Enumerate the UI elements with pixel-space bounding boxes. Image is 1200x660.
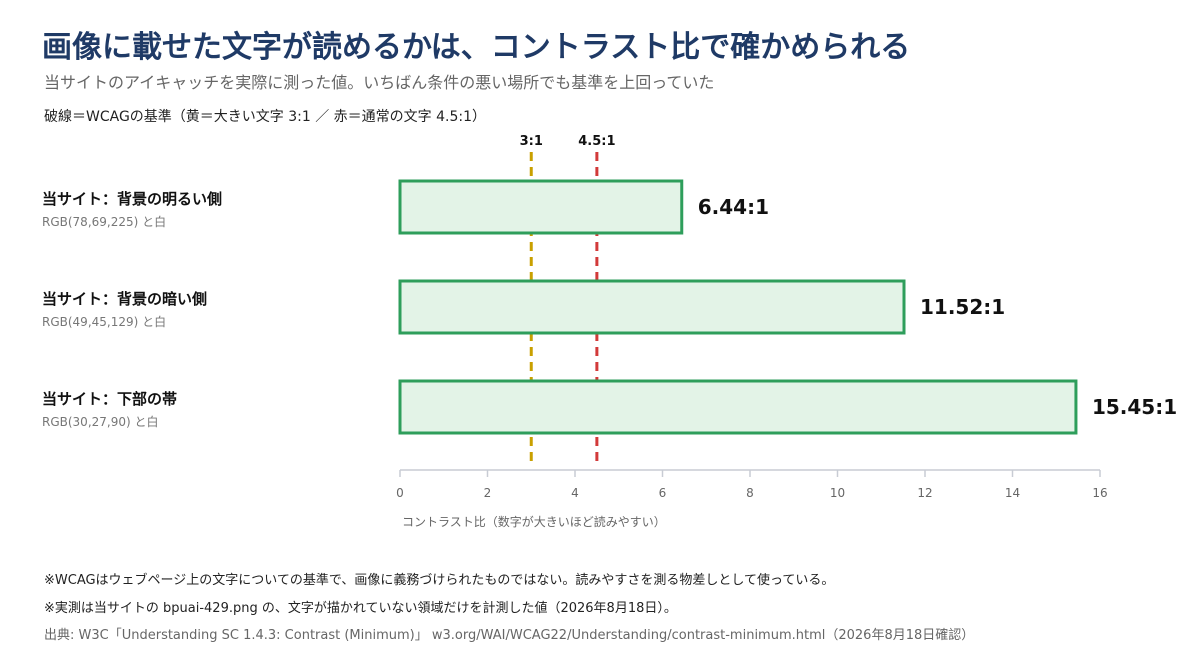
x-tick-label: 12 [917, 486, 932, 500]
category-name: 当サイト：背景の暗い側 [42, 290, 208, 308]
data-label: 11.52:1 [920, 295, 1005, 319]
x-tick-label: 2 [484, 486, 492, 500]
category-label: 当サイト：背景の明るい側 RGB(78,69,225) と白 [42, 188, 222, 230]
x-tick-label: 0 [396, 486, 404, 500]
bar-chart: 3:1 4.5:1 6.44:1 11.52:1 15.45:1 0 2 4 6 8 10 12 14 1… [396, 134, 1177, 529]
data-label: 6.44:1 [698, 195, 769, 219]
x-tick-label: 16 [1092, 486, 1107, 500]
bar [398, 179, 684, 235]
x-tick-label: 8 [746, 486, 754, 500]
chart-subtitle: 当サイトのアイキャッチを実際に測った値。いちばん条件の悪い場所でも基準を上回って… [44, 73, 715, 92]
category-label: 当サイト：下部の帯 RGB(30,27,90) と白 [42, 388, 177, 430]
bar [398, 379, 1078, 435]
category-detail: RGB(78,69,225) と白 [42, 215, 167, 229]
source-note: 出典: W3C「Understanding SC 1.4.3: Contrast… [44, 628, 975, 643]
category-detail: RGB(30,27,90) と白 [42, 415, 159, 429]
reference-line-label: 3:1 [520, 134, 543, 149]
category-label: 当サイト：背景の暗い側 RGB(49,45,129) と白 [42, 288, 207, 330]
category-detail: RGB(49,45,129) と白 [42, 315, 167, 329]
x-tick-label: 10 [830, 486, 845, 500]
footnote: ※WCAGはウェブページ上の文字についての基準で、画像に義務づけられたものではな… [44, 573, 835, 588]
chart-title: 画像に載せた文字が読めるかは、コントラスト比で確かめられる [42, 30, 911, 65]
x-tick-label: 6 [659, 486, 667, 500]
footnote: ※実測は当サイトの bpuai-429.png の、文字が描かれていない領域だけ… [44, 601, 677, 616]
category-name: 当サイト：背景の明るい側 [42, 190, 223, 208]
reference-line-label: 4.5:1 [578, 134, 615, 149]
category-name: 当サイト：下部の帯 [42, 390, 178, 408]
x-tick-label: 14 [1005, 486, 1020, 500]
legend-note: 破線＝WCAGの基準（黄＝大きい文字 3:1 ／ 赤＝通常の文字 4.5:1） [44, 109, 487, 125]
bar [398, 279, 906, 335]
data-label: 15.45:1 [1092, 395, 1177, 419]
x-tick-label: 4 [571, 486, 579, 500]
x-axis-title: コントラスト比（数字が大きいほど読みやすい） [402, 514, 666, 529]
